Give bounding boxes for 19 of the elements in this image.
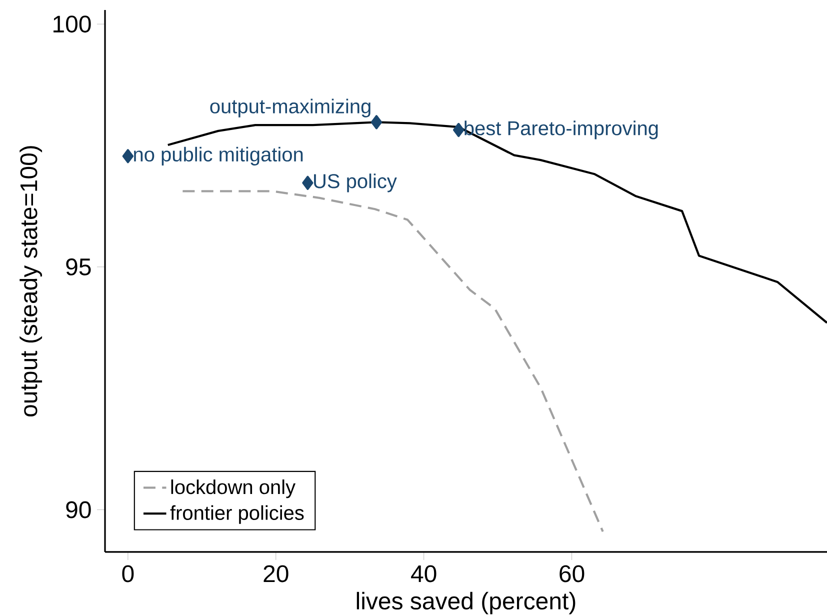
y-tick-label: 95 — [66, 258, 91, 276]
point — [302, 176, 314, 190]
legend-label: lockdown only — [171, 479, 296, 498]
point — [122, 149, 134, 164]
y-tick-label: 90 — [66, 501, 91, 518]
y-tick-label: 100 — [54, 16, 91, 33]
annotation: US policy — [314, 174, 397, 192]
x-tick-label: 60 — [560, 565, 584, 582]
legend-label: frontier policies — [170, 505, 304, 524]
x-tick-label: 20 — [264, 565, 288, 582]
annotation: output-maximizing — [210, 98, 370, 118]
x-tick-label: 40 — [411, 565, 436, 582]
point — [370, 115, 382, 130]
x-tick-label: 0 — [122, 565, 134, 582]
x-axis-title: lives saved (percent) — [356, 592, 576, 614]
y-axis-title: output (steady state=100) — [20, 146, 42, 416]
annotation: no public mitigation — [134, 146, 303, 166]
annotation: best Pareto-improving — [464, 120, 658, 140]
point — [453, 122, 464, 138]
